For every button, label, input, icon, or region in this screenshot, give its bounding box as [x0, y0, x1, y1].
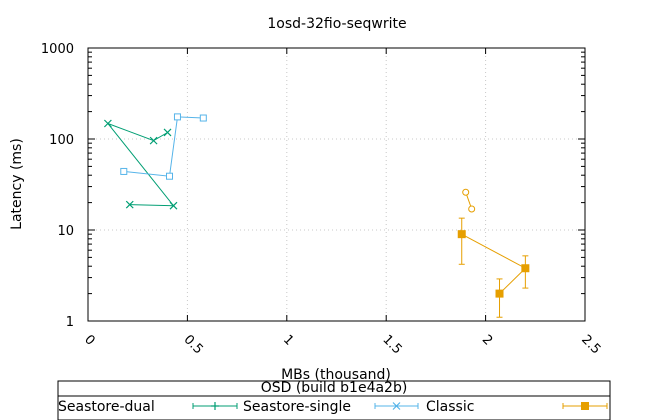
y-axis-title: Latency (ms): [9, 138, 25, 230]
x-tick-label: 1: [280, 332, 296, 348]
data-point-square-marker: [120, 167, 128, 175]
y-tick-label: 100: [49, 133, 74, 148]
series-line: [106, 122, 175, 207]
data-point-square-marker: [173, 113, 181, 121]
legend: OSD (build b1e4a2b) Seastore-dual Seastor…: [57, 380, 611, 420]
data-point-x-marker: [149, 136, 158, 145]
legend-label: Seastore-single: [243, 399, 351, 415]
data-point-x-marker: [392, 402, 401, 410]
data-point-circle-marker: [462, 188, 470, 196]
legend-entries: Seastore-dual Seastore-single Classic: [58, 399, 608, 415]
data-point-filled-square-marker: [495, 289, 504, 298]
y-tick-label: 10: [57, 224, 74, 239]
chart-title: 1osd-32fio-seqwrite: [267, 16, 406, 32]
x-tick-label: 2.5: [578, 332, 603, 357]
data-point-square-marker: [199, 114, 207, 122]
x-tick-label: 1.5: [379, 332, 404, 357]
grid: [88, 48, 585, 321]
y-tick-label: 1: [66, 315, 74, 330]
legend-box: [57, 380, 611, 420]
legend-plus-marker: [211, 402, 219, 410]
x-tick-label: 0.5: [181, 332, 206, 357]
x-tick-label: 2: [479, 332, 495, 348]
data-point-x-marker: [169, 201, 178, 210]
data-point-x-marker: [163, 128, 172, 137]
data-point-square-marker: [166, 172, 174, 180]
series-line: [123, 116, 204, 177]
legend-label: Classic: [426, 399, 474, 415]
data-point-filled-square-marker: [457, 230, 466, 239]
legend-title: OSD (build b1e4a2b): [261, 380, 408, 396]
legend-label: Seastore-dual: [58, 399, 155, 415]
series-layer: [103, 113, 530, 318]
series-group: [120, 113, 207, 180]
plot-area: [87, 47, 586, 322]
y-tick-label: 1000: [41, 42, 74, 57]
data-point-circle-marker: [468, 205, 476, 213]
data-point-x-marker: [103, 119, 112, 128]
data-point-x-marker: [125, 200, 134, 209]
series-group: [462, 188, 476, 213]
data-point-filled-square-marker: [581, 402, 589, 410]
x-axis-title: MBs (thousand): [281, 367, 391, 383]
series-group: [103, 119, 178, 210]
series-line: [461, 233, 527, 294]
axis-ticks: 0 0.5 1 1.5 2 2.5 1 10 100 1000: [41, 42, 604, 357]
data-point-filled-square-marker: [521, 264, 530, 273]
series-group: [457, 217, 530, 318]
x-tick-label: 0: [81, 332, 97, 348]
